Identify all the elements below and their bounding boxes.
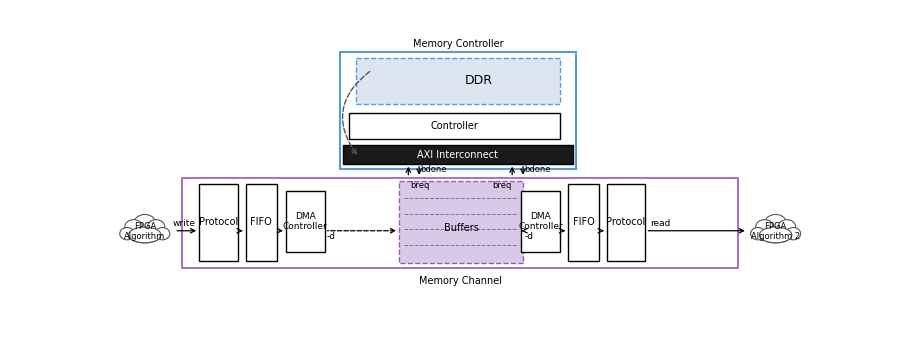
Bar xyxy=(607,184,646,261)
Ellipse shape xyxy=(128,227,161,243)
Bar xyxy=(349,113,560,139)
Ellipse shape xyxy=(119,227,135,240)
Text: FPGA
Algorithm: FPGA Algorithm xyxy=(124,222,165,241)
Bar xyxy=(343,145,573,164)
Text: Protocol: Protocol xyxy=(198,217,238,227)
Text: Protocol: Protocol xyxy=(606,217,646,227)
Ellipse shape xyxy=(778,220,796,235)
Text: AXI Interconnect: AXI Interconnect xyxy=(418,149,498,160)
Ellipse shape xyxy=(760,227,792,243)
Ellipse shape xyxy=(125,220,143,235)
Text: Memory Controller: Memory Controller xyxy=(412,39,503,49)
Text: FIFO: FIFO xyxy=(251,217,272,227)
Text: DMA
Controller: DMA Controller xyxy=(518,212,563,231)
Ellipse shape xyxy=(128,227,161,243)
Bar xyxy=(286,192,324,251)
Text: Controller: Controller xyxy=(431,121,479,131)
Ellipse shape xyxy=(786,227,801,240)
Text: bdone: bdone xyxy=(524,165,551,174)
Bar xyxy=(522,192,560,251)
Ellipse shape xyxy=(764,214,787,233)
Text: breq: breq xyxy=(492,182,511,191)
Text: write: write xyxy=(172,219,196,228)
FancyArrowPatch shape xyxy=(342,72,370,154)
Bar xyxy=(356,57,560,104)
Bar xyxy=(568,184,599,261)
Bar xyxy=(182,178,738,268)
Ellipse shape xyxy=(760,227,792,243)
Bar xyxy=(199,184,238,261)
Bar xyxy=(399,182,523,263)
Text: -d: -d xyxy=(326,232,335,241)
Text: FIFO: FIFO xyxy=(573,217,594,227)
Ellipse shape xyxy=(134,214,156,233)
Text: read: read xyxy=(650,219,671,228)
Text: DMA
Controller: DMA Controller xyxy=(283,212,328,231)
Text: FPGA
Algorithm 2: FPGA Algorithm 2 xyxy=(751,222,800,241)
Text: breq: breq xyxy=(409,182,429,191)
Ellipse shape xyxy=(755,220,773,235)
Text: -d: -d xyxy=(524,232,533,241)
Ellipse shape xyxy=(147,220,165,235)
Bar xyxy=(340,52,576,169)
Text: Memory Channel: Memory Channel xyxy=(418,276,502,286)
Ellipse shape xyxy=(751,227,765,240)
Text: Buffers: Buffers xyxy=(444,223,479,234)
Text: bdone: bdone xyxy=(420,165,447,174)
Bar xyxy=(245,184,277,261)
Text: DDR: DDR xyxy=(464,74,492,87)
Ellipse shape xyxy=(155,227,170,240)
